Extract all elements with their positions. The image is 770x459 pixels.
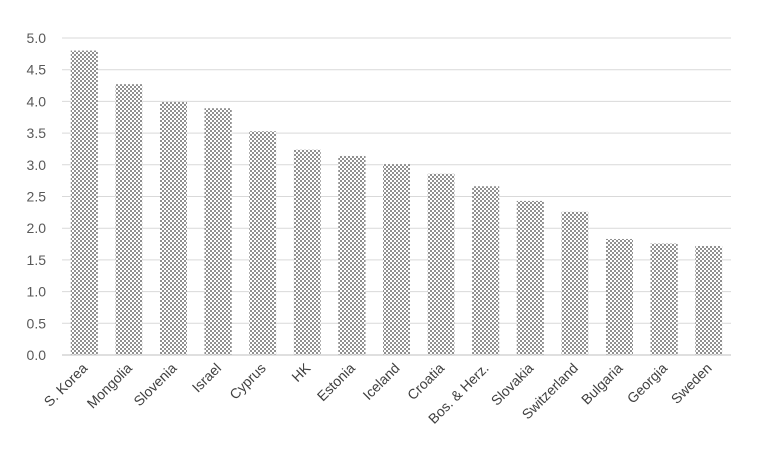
x-tick-label: Iceland (359, 360, 402, 403)
x-tick-label: S. Korea (41, 360, 91, 410)
bar-slovakia (516, 200, 544, 355)
x-tick-label: Georgia (624, 360, 671, 407)
bar-estonia (338, 155, 366, 355)
y-tick-label: 2.0 (27, 220, 47, 236)
bars (70, 50, 723, 356)
y-tick-label: 3.0 (27, 157, 47, 173)
y-axis-tick-labels: 0.0 0.5 1.0 1.5 2.0 2.5 3.0 3.5 4.0 4.5 5.0 (27, 30, 47, 363)
bar-bos-herz (472, 186, 500, 355)
y-tick-label: 5.0 (27, 30, 47, 46)
y-tick-label: 2.5 (27, 189, 47, 205)
x-tick-label: Mongolia (84, 360, 136, 412)
y-tick-label: 3.5 (27, 125, 47, 141)
y-tick-label: 1.5 (27, 252, 47, 268)
x-tick-label: Bulgaria (578, 360, 626, 408)
y-tick-label: 0.0 (27, 347, 47, 363)
y-tick-label: 4.5 (27, 62, 47, 78)
bar-israel (204, 108, 232, 356)
y-tick-label: 1.0 (27, 284, 47, 300)
y-tick-label: 4.0 (27, 93, 47, 109)
bar-cyprus (249, 131, 277, 355)
x-tick-label: Slovenia (130, 360, 179, 409)
x-tick-label: Cyprus (226, 360, 269, 403)
x-tick-label: Estonia (314, 360, 358, 404)
bar-slovenia (160, 102, 187, 355)
x-tick-label: Sweden (668, 360, 715, 407)
bar-mongolia (115, 84, 143, 356)
x-tick-label: HK (288, 359, 314, 385)
bar-hk (293, 149, 321, 355)
x-tick-label: Israel (189, 360, 225, 396)
bar-iceland (383, 164, 410, 355)
bar-croatia (427, 173, 455, 355)
bar-bulgaria (606, 238, 633, 355)
bar-sweden (695, 245, 723, 355)
y-tick-label: 0.5 (27, 315, 47, 331)
bar-georgia (650, 243, 678, 355)
bar-s-korea (70, 50, 98, 356)
bar-switzerland (561, 211, 589, 355)
x-tick-label: Croatia (404, 360, 447, 403)
